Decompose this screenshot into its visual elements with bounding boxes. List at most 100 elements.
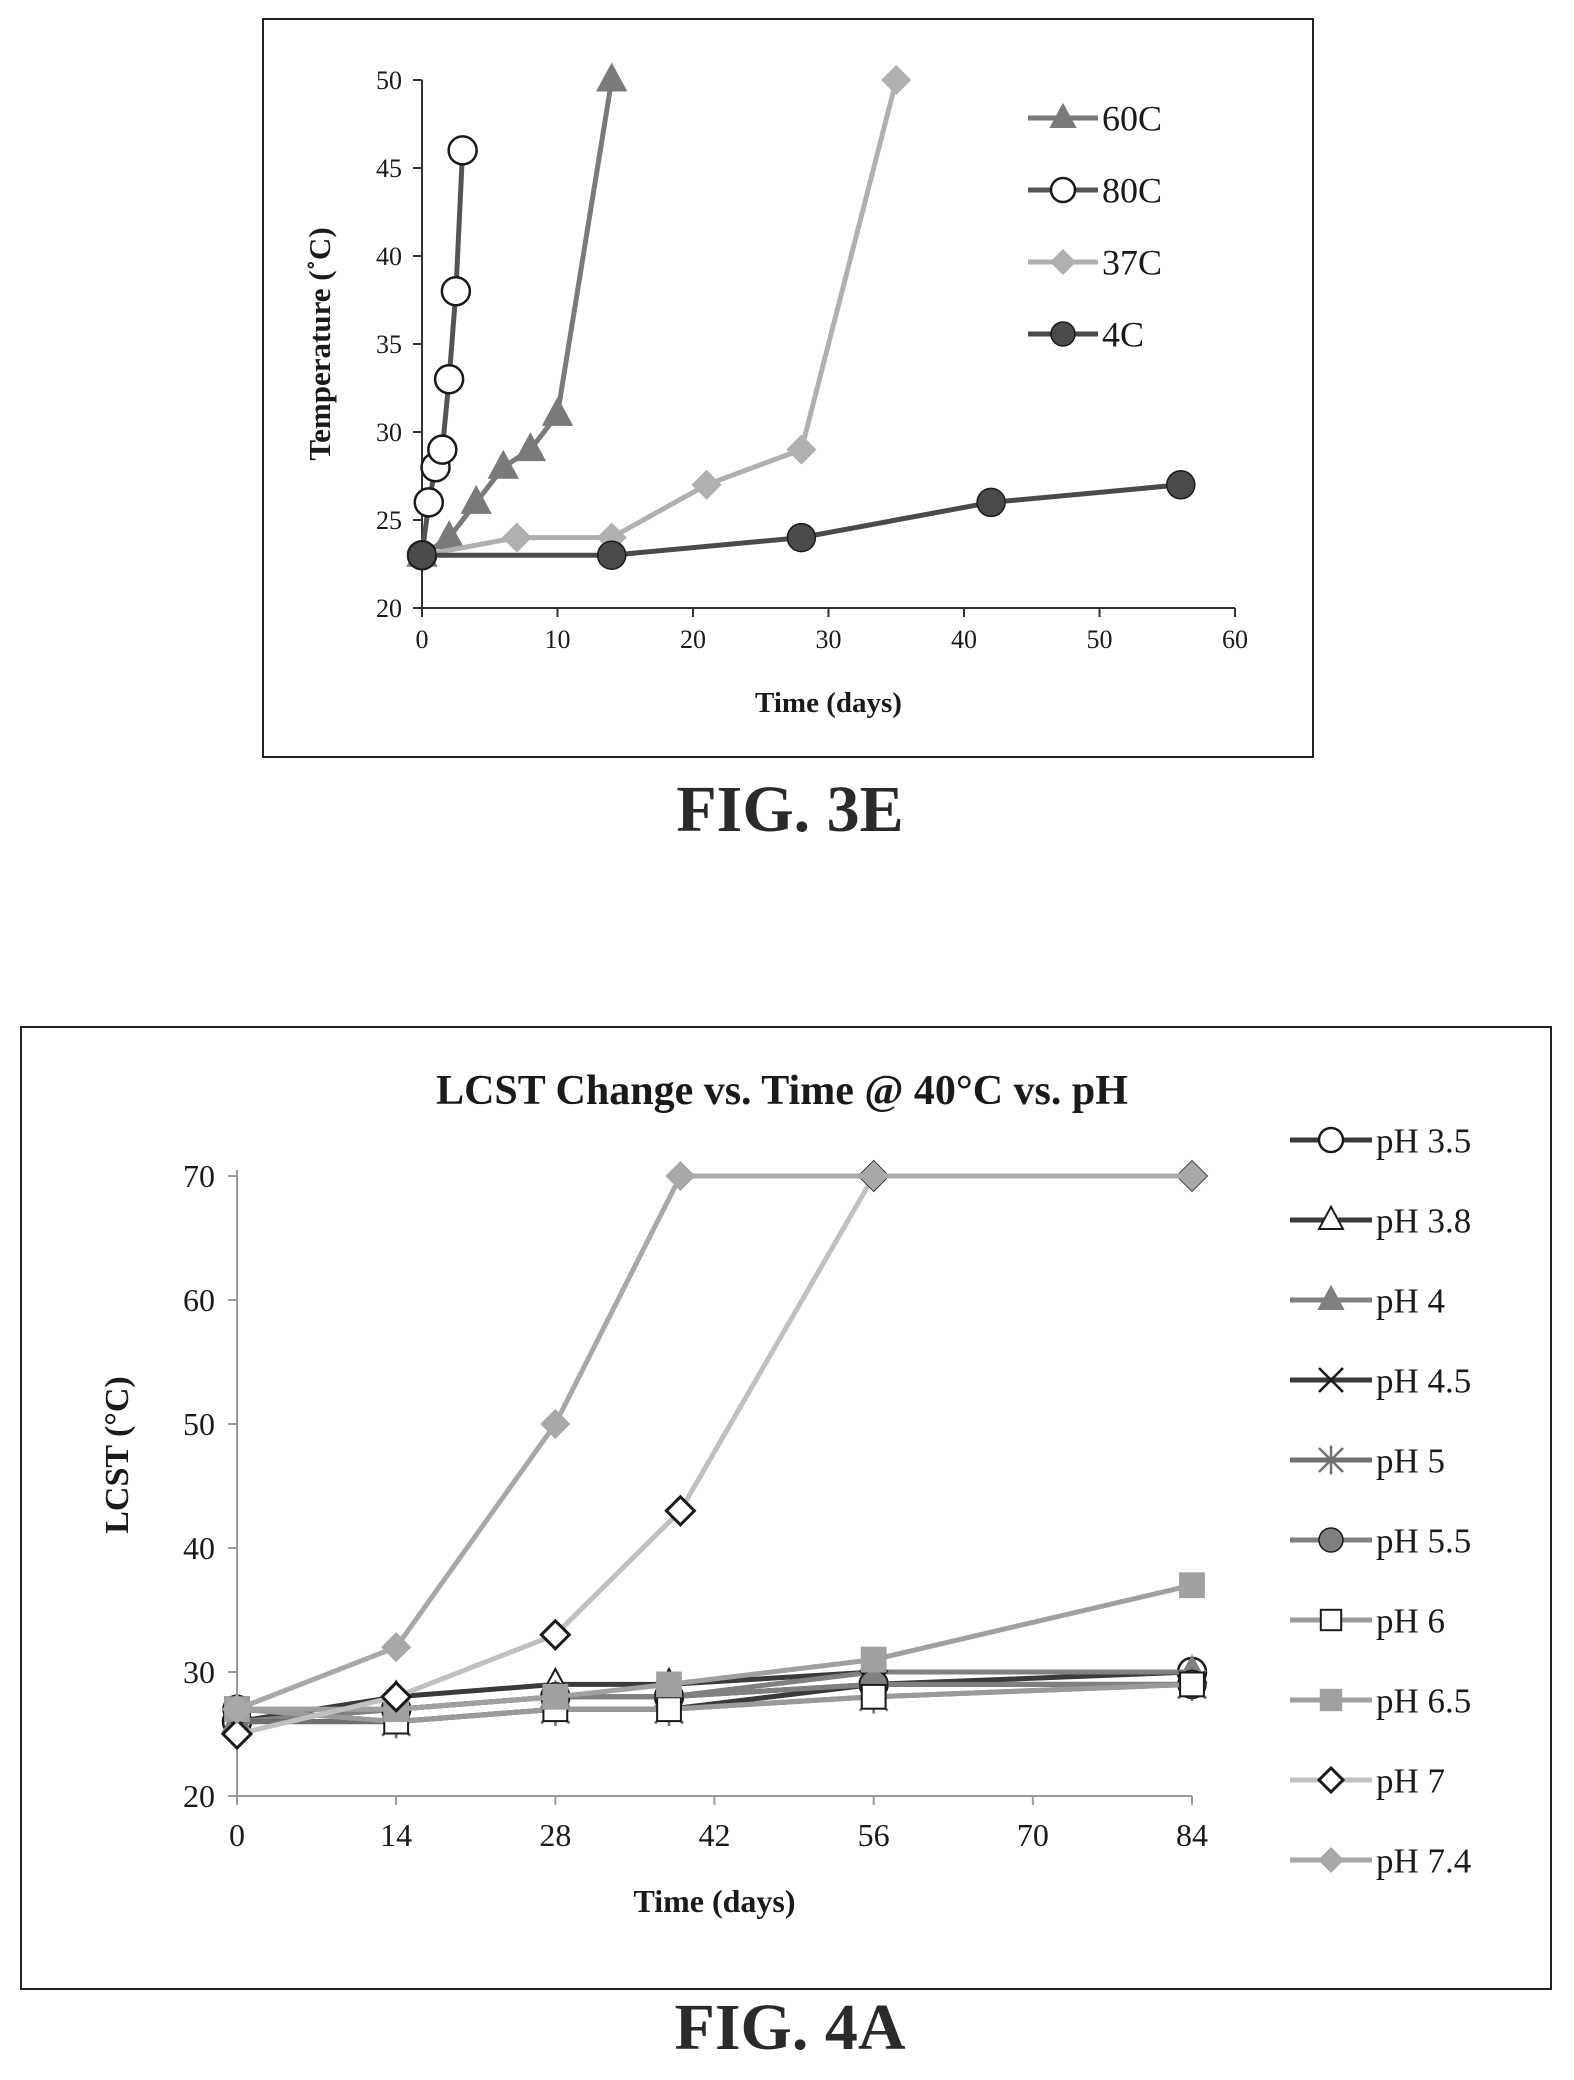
- legend-marker-4c: [1050, 321, 1076, 347]
- x-tick-label: 70: [1017, 1817, 1049, 1853]
- data-point-37c: [691, 469, 722, 500]
- y-axis-label: Temperature (˚C): [302, 227, 337, 460]
- series-line-ph-6-5: [237, 1582, 1193, 1712]
- y-tick-label: 50: [376, 66, 402, 95]
- x-tick-label: 10: [545, 625, 571, 654]
- series-4c: [407, 470, 1196, 570]
- x-tick-label: 0: [229, 1817, 245, 1853]
- legend-label-37c: 37C: [1102, 243, 1162, 283]
- legend-label-ph-6: pH 6: [1376, 1601, 1445, 1640]
- data-point-80c: [413, 487, 445, 518]
- x-tick-label: 84: [1176, 1817, 1208, 1853]
- legend-entry-4c: 4C: [1028, 315, 1144, 355]
- legend-marker-ph-4-5: [1318, 1367, 1344, 1393]
- data-point-ph-7-4: [221, 1694, 253, 1725]
- legend-label-ph-3-5: pH 3.5: [1376, 1121, 1471, 1160]
- legend-entry-ph-3-8: pH 3.8: [1290, 1201, 1471, 1240]
- y-tick-label: 40: [376, 242, 402, 271]
- x-tick-label: 28: [539, 1817, 571, 1853]
- x-axis-label: Time (days): [633, 1883, 795, 1919]
- x-tick-label: 56: [858, 1817, 890, 1853]
- x-tick-label: 30: [816, 625, 842, 654]
- data-point-80c: [433, 363, 465, 395]
- legend-entry-ph-7: pH 7: [1290, 1761, 1445, 1800]
- legend-entry-80c: 80C: [1028, 171, 1162, 211]
- series-line-ph-6: [236, 1681, 1193, 1725]
- legend-marker-ph-7-4: [1317, 1846, 1345, 1874]
- legend-entry-ph-4: pH 4: [1290, 1281, 1445, 1320]
- figure-4a-caption: FIG. 4A: [674, 1991, 906, 2064]
- data-point-ph-6: [656, 1696, 682, 1723]
- data-point-4c: [407, 540, 437, 570]
- data-point-60c: [487, 449, 519, 479]
- data-point-ph-6-5: [542, 1683, 569, 1710]
- legend-entry-ph-5-5: pH 5.5: [1290, 1521, 1471, 1560]
- data-point-80c: [440, 275, 472, 307]
- data-point-ph-6: [860, 1683, 887, 1710]
- figure-3e-chart: 0 10 20 30 40 50 60 20 25 30 35 40 45 50 Time (days) Te…: [302, 62, 1248, 719]
- y-tick-label: 70: [183, 1158, 215, 1194]
- x-tick-label: 14: [380, 1817, 412, 1853]
- data-point-ph-7: [664, 1494, 697, 1527]
- legend-label-ph-5-5: pH 5.5: [1376, 1521, 1471, 1560]
- data-point-37c: [786, 434, 817, 465]
- y-axis-label: LCST (°C): [99, 1376, 136, 1534]
- data-point-4c: [596, 540, 627, 570]
- x-tick-label: 20: [680, 625, 706, 654]
- data-point-80c: [447, 135, 478, 166]
- x-tick-label: 50: [1087, 625, 1113, 654]
- legend-entry-ph-6-5: pH 6.5: [1290, 1681, 1471, 1720]
- x-tick-label: 42: [699, 1817, 731, 1853]
- y-tick-label: 20: [376, 594, 402, 623]
- legend-label-80c: 80C: [1102, 171, 1162, 211]
- legend-entry-ph-5: pH 5: [1290, 1441, 1445, 1480]
- y-tick-label: 50: [183, 1406, 215, 1442]
- legend-label-60c: 60C: [1102, 99, 1162, 139]
- legend-label-4c: 4C: [1102, 315, 1144, 355]
- legend-marker-ph-6-5: [1319, 1688, 1343, 1712]
- data-point-ph-6: [1179, 1671, 1205, 1698]
- x-tick-label: 40: [951, 625, 977, 654]
- legend-label-ph-4-5: pH 4.5: [1376, 1361, 1471, 1400]
- legend-marker-ph-5-5: [1318, 1527, 1344, 1553]
- data-point-ph-6-5: [1179, 1572, 1205, 1599]
- y-tick-label: 35: [376, 330, 402, 359]
- legend-marker-ph-3-8: [1317, 1204, 1345, 1230]
- legend-entry-ph-3-5: pH 3.5: [1290, 1121, 1471, 1160]
- data-point-4c: [786, 522, 817, 553]
- data-point-4c: [976, 487, 1006, 518]
- legend-entry-ph-4-5: pH 4.5: [1290, 1361, 1471, 1400]
- series-ph-7-4: [221, 1160, 1208, 1725]
- y-tick-label: 30: [376, 418, 402, 447]
- series-line-37c: [421, 79, 899, 558]
- data-point-ph-7-4: [381, 1632, 412, 1663]
- legend-marker-37c: [1049, 248, 1077, 276]
- y-tick-label: 20: [183, 1778, 215, 1814]
- legend-label-ph-4: pH 4: [1376, 1281, 1445, 1320]
- data-point-60c: [541, 396, 574, 426]
- y-tick-label: 45: [376, 154, 402, 183]
- series-line-ph-7: [236, 1173, 1192, 1737]
- data-point-ph-7: [539, 1618, 572, 1651]
- figure-4a-chart: 0 14 28 42 56 70 84 20 30 40 50 60 70 LCST Change vs.…: [99, 1068, 1471, 1919]
- x-axis-label: Time (days): [755, 687, 902, 719]
- y-tick-label: 60: [183, 1282, 215, 1318]
- legend-marker-ph-6: [1319, 1608, 1343, 1632]
- legend-marker-80c: [1049, 176, 1077, 204]
- data-point-60c: [460, 484, 492, 514]
- legend-label-ph-6-5: pH 6.5: [1376, 1681, 1471, 1720]
- x-tick-label: 60: [1222, 625, 1248, 654]
- figure-3e-caption: FIG. 3E: [676, 773, 904, 846]
- legend-marker-ph-3-5: [1317, 1126, 1345, 1154]
- data-point-37c: [501, 522, 532, 553]
- legend-entry-ph-7-4: pH 7.4: [1290, 1841, 1471, 1880]
- y-tick-label: 30: [183, 1654, 215, 1690]
- data-point-ph-7-4: [1176, 1160, 1208, 1192]
- series-line-ph-7-4: [236, 1173, 1192, 1712]
- legend-label-ph-7-4: pH 7.4: [1376, 1841, 1471, 1880]
- legend-entry-37c: 37C: [1028, 243, 1162, 283]
- data-point-ph-7: [380, 1680, 413, 1713]
- data-point-60c: [596, 62, 628, 92]
- data-point-60c: [514, 432, 547, 462]
- x-tick-label: 0: [416, 625, 429, 654]
